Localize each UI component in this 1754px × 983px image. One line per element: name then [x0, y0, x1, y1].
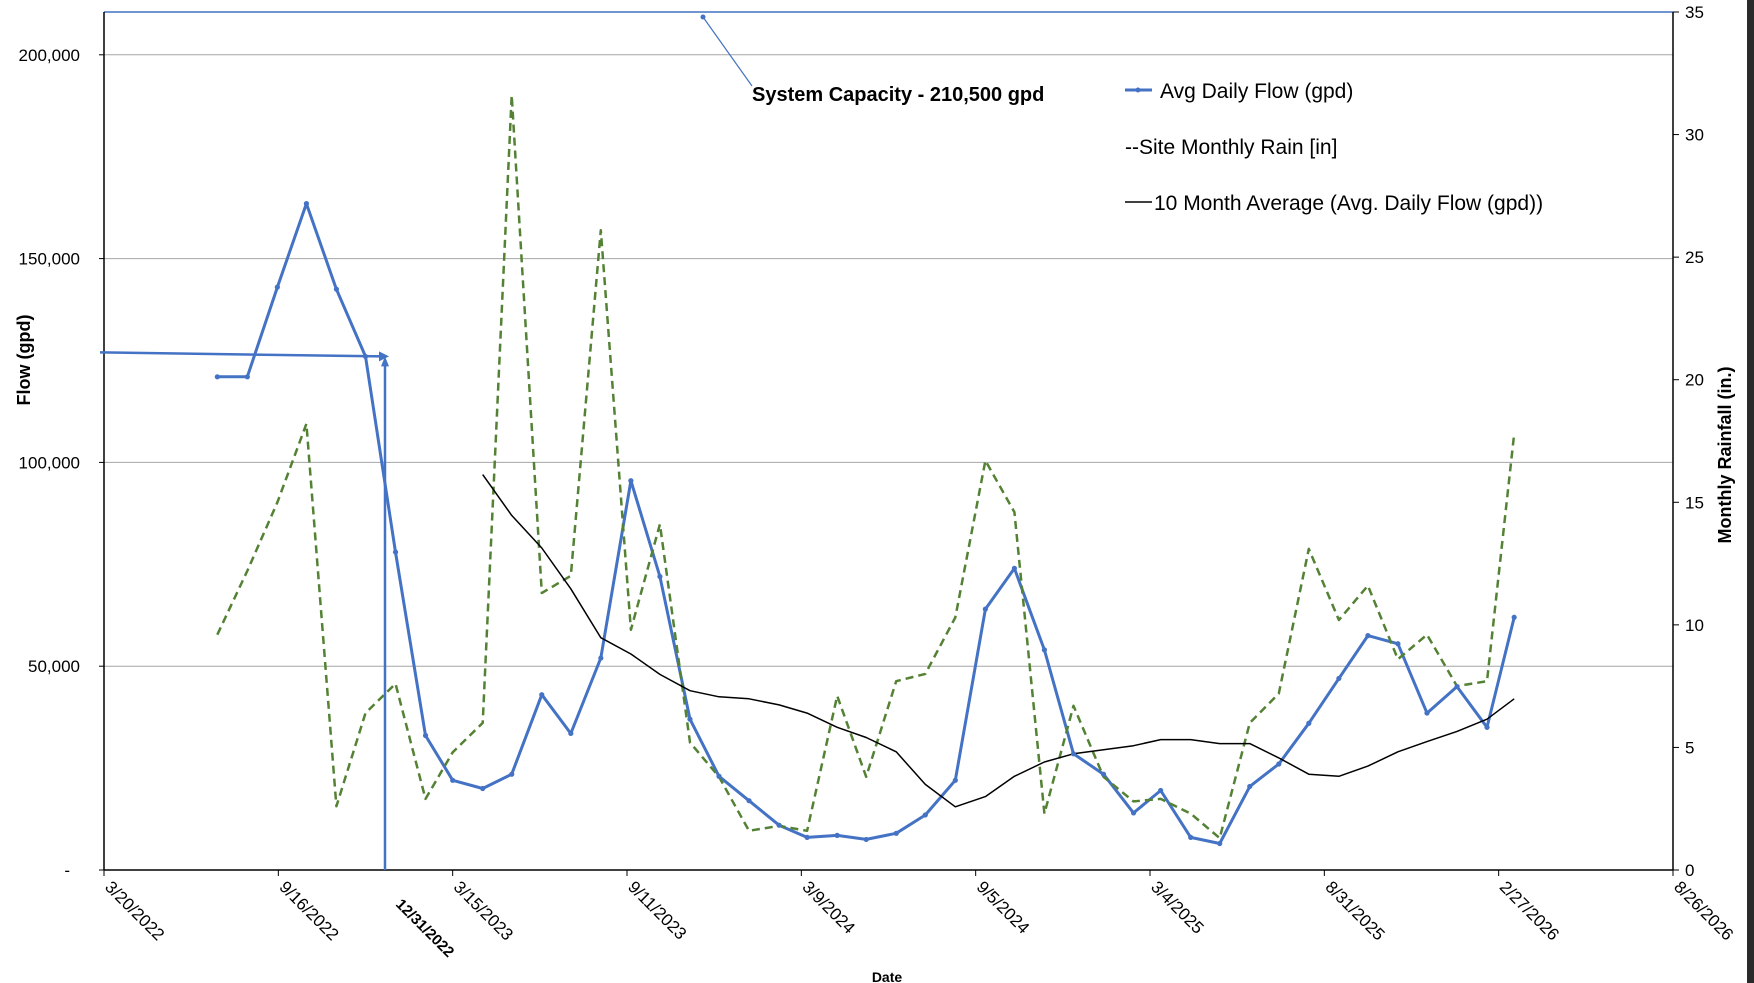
legend-label-rain: --Site Monthly Rain [in]: [1125, 136, 1337, 159]
flow-point-36: [1276, 761, 1282, 767]
flow-point-34: [1217, 840, 1223, 847]
window-edge: [1747, 0, 1754, 983]
legend-marker-flow: [1135, 87, 1141, 93]
capacity-leader-line: [702, 16, 753, 87]
x-tick-label-highlight: 12/31/2022: [392, 896, 457, 961]
flow-point-33: [1188, 834, 1194, 840]
flow-point-9: [480, 785, 486, 792]
flow-point-28: [1041, 647, 1048, 653]
flow-point-26: [982, 606, 988, 612]
flow-point-44: [1511, 614, 1517, 620]
flow-point-1: [244, 374, 250, 380]
right-tick-label-6: 30: [1685, 126, 1704, 145]
x-axis-title: Date: [872, 969, 903, 983]
flow-point-4: [333, 286, 340, 292]
x-tick-label-2: 3/15/2023: [450, 877, 517, 944]
x-axis-ticks: 3/20/2022 9/16/2022 3/15/2023 9/11/2023 3/9/…: [101, 870, 1737, 961]
flow-point-12: [568, 730, 574, 737]
y-axis-right-title: Monthly Rainfall (in.): [1715, 367, 1735, 544]
arrow-horizontal-head: [378, 351, 389, 362]
left-tick-label-4: 200,000: [19, 46, 80, 65]
flow-point-21: [834, 832, 840, 838]
flow-point-30: [1100, 771, 1107, 777]
flow-point-20: [804, 834, 810, 840]
flow-point-19: [776, 822, 782, 828]
flow-point-39: [1365, 633, 1371, 639]
flow-point-18: [746, 798, 752, 804]
x-tick-label-7: 8/31/2025: [1322, 877, 1389, 944]
flow-point-17: [716, 773, 722, 779]
flow-point-15: [657, 573, 663, 580]
right-tick-label-5: 25: [1685, 248, 1704, 267]
plot-frame: [103, 12, 1674, 871]
flow-point-38: [1336, 675, 1342, 682]
x-tick-label-6: 3/4/2025: [1147, 877, 1207, 937]
left-tick-label-2: 100,000: [19, 453, 80, 472]
flow-point-10: [509, 771, 515, 777]
legend-label-average: 10 Month Average (Avg. Daily Flow (gpd)): [1154, 192, 1543, 215]
right-axis-ticks: 0 5 10 15 20 25 30 35: [1673, 3, 1704, 880]
flow-point-23: [893, 830, 899, 836]
flow-point-40: [1395, 641, 1401, 647]
x-tick-label-1: 9/16/2022: [276, 877, 343, 944]
series-line-0: [217, 202, 1516, 845]
flow-point-25: [952, 777, 958, 783]
right-tick-label-3: 15: [1685, 493, 1704, 512]
capacity-leader-dot: [700, 14, 706, 20]
left-tick-label-3: 150,000: [19, 250, 80, 269]
flow-point-22: [863, 836, 869, 843]
flow-point-14: [628, 478, 634, 484]
x-tick-label-0: 3/20/2022: [101, 877, 168, 944]
flow-point-43: [1484, 724, 1490, 730]
right-tick-label-1: 5: [1685, 738, 1694, 757]
left-tick-label-0: -: [64, 861, 70, 880]
flow-point-37: [1306, 720, 1312, 726]
left-axis-ticks: - 50,000 100,000 150,000 200,000: [19, 46, 104, 880]
flow-point-0: [214, 374, 220, 380]
legend-label-flow: Avg Daily Flow (gpd): [1160, 80, 1353, 103]
flow-point-32: [1158, 787, 1164, 794]
flow-point-3: [303, 200, 310, 207]
flow-point-27: [1011, 565, 1018, 571]
flow-point-29: [1070, 751, 1077, 757]
y-axis-left-title: Flow (gpd): [14, 315, 34, 406]
flow-point-11: [539, 692, 545, 698]
arrow-horizontal: [99, 351, 384, 358]
annotation-layer: [99, 14, 753, 870]
flow-point-42: [1454, 683, 1460, 690]
capacity-annotation: System Capacity - 210,500 gpd: [752, 84, 1044, 106]
flow-point-13: [598, 655, 604, 661]
flow-point-16: [687, 716, 693, 722]
flow-point-6: [392, 549, 399, 555]
flow-point-8: [450, 777, 456, 783]
flow-point-31: [1130, 810, 1137, 816]
series-line-2: [482, 474, 1515, 808]
markers-layer: [214, 200, 1517, 847]
x-tick-label-9: 8/26/2026: [1670, 877, 1737, 944]
flow-point-41: [1424, 710, 1430, 716]
right-tick-label-2: 10: [1685, 616, 1704, 635]
x-tick-label-8: 2/27/2026: [1496, 877, 1563, 944]
x-tick-label-3: 9/11/2023: [624, 877, 690, 943]
x-tick-label-4: 3/9/2024: [799, 877, 859, 937]
flow-point-2: [274, 284, 280, 290]
series-line-1: [216, 94, 1516, 840]
left-tick-label-1: 50,000: [28, 657, 80, 676]
flow-point-24: [922, 812, 928, 818]
arrow-vertical-head: [380, 356, 389, 367]
right-tick-label-0: 0: [1685, 861, 1694, 880]
grid-lines: [104, 11, 1673, 667]
right-tick-label-4: 20: [1685, 371, 1704, 390]
legend: Avg Daily Flow (gpd) --Site Monthly Rain…: [1125, 80, 1543, 215]
flow-point-35: [1247, 783, 1253, 790]
flow-point-7: [422, 732, 429, 739]
right-tick-label-7: 35: [1685, 3, 1704, 22]
x-tick-label-5: 9/5/2024: [973, 877, 1033, 937]
